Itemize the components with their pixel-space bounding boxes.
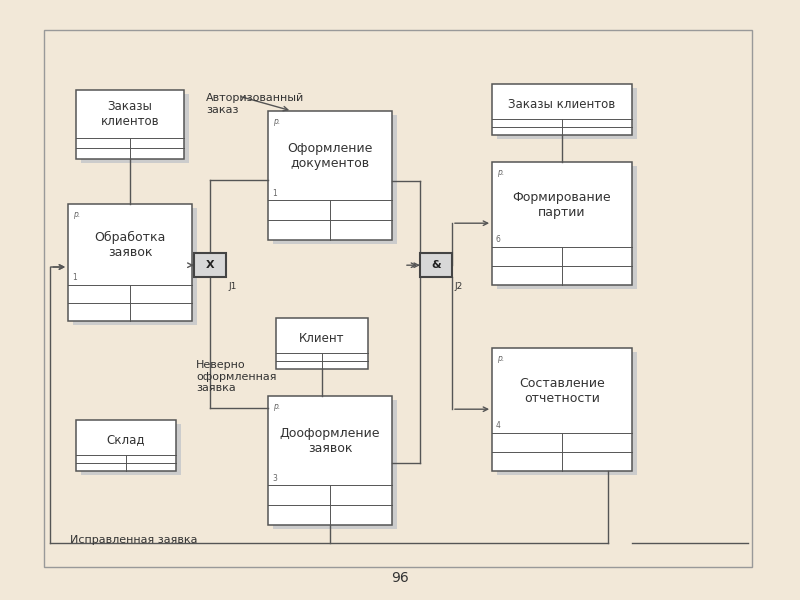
Bar: [497, 352, 637, 475]
Text: Обработка
заявок: Обработка заявок: [94, 231, 166, 259]
Text: J2: J2: [454, 282, 462, 291]
Bar: [76, 420, 176, 471]
Bar: [81, 424, 181, 475]
Text: Неверно
оформленная
заявка: Неверно оформленная заявка: [196, 360, 277, 393]
Text: Исправленная заявка: Исправленная заявка: [70, 535, 198, 545]
Bar: [268, 396, 392, 525]
Text: Дооформление
заявок: Дооформление заявок: [280, 427, 380, 455]
Text: p.: p.: [497, 168, 504, 177]
Text: p.: p.: [273, 402, 280, 411]
Bar: [268, 111, 392, 240]
Bar: [73, 208, 197, 325]
Text: &: &: [431, 260, 441, 270]
Text: Оформление
документов: Оформление документов: [287, 142, 373, 170]
Text: Составление
отчетности: Составление отчетности: [519, 377, 605, 405]
Bar: [76, 90, 184, 159]
Bar: [492, 348, 632, 471]
Bar: [68, 204, 192, 321]
Bar: [81, 94, 189, 163]
Text: Формирование
партии: Формирование партии: [513, 191, 611, 219]
Text: 1: 1: [272, 188, 277, 197]
Text: Заказы
клиентов: Заказы клиентов: [101, 100, 159, 128]
Text: 3: 3: [272, 473, 277, 482]
Bar: [276, 318, 368, 369]
Text: Склад: Склад: [106, 433, 146, 446]
Text: p.: p.: [497, 354, 504, 363]
Text: 96: 96: [391, 571, 409, 585]
Text: Авторизованный
заказ: Авторизованный заказ: [206, 93, 305, 115]
Text: X: X: [206, 260, 214, 270]
Text: Клиент: Клиент: [299, 332, 345, 345]
Text: Заказы клиентов: Заказы клиентов: [508, 98, 616, 111]
Bar: [497, 166, 637, 289]
Bar: [497, 88, 637, 139]
Bar: [273, 115, 397, 244]
Bar: [420, 253, 452, 277]
Text: p.: p.: [273, 117, 280, 126]
Text: 6: 6: [496, 235, 501, 244]
Text: 4: 4: [496, 421, 501, 430]
Text: 1: 1: [72, 274, 77, 283]
Text: p.: p.: [73, 210, 80, 219]
Bar: [492, 162, 632, 285]
Bar: [44, 30, 752, 567]
Text: J1: J1: [228, 282, 236, 291]
Bar: [194, 253, 226, 277]
Bar: [492, 84, 632, 135]
Bar: [273, 400, 397, 529]
